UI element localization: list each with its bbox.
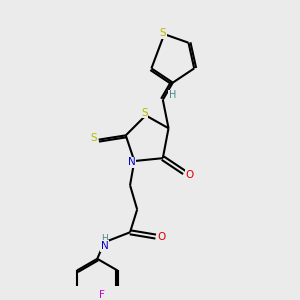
Text: H: H [101, 234, 108, 243]
Text: N: N [128, 158, 135, 167]
Text: O: O [158, 232, 166, 242]
Text: S: S [160, 28, 166, 38]
Text: F: F [100, 290, 105, 300]
Text: O: O [186, 170, 194, 180]
Text: N: N [100, 241, 108, 251]
Text: S: S [141, 108, 148, 118]
Text: H: H [169, 91, 176, 100]
Text: S: S [90, 133, 97, 143]
